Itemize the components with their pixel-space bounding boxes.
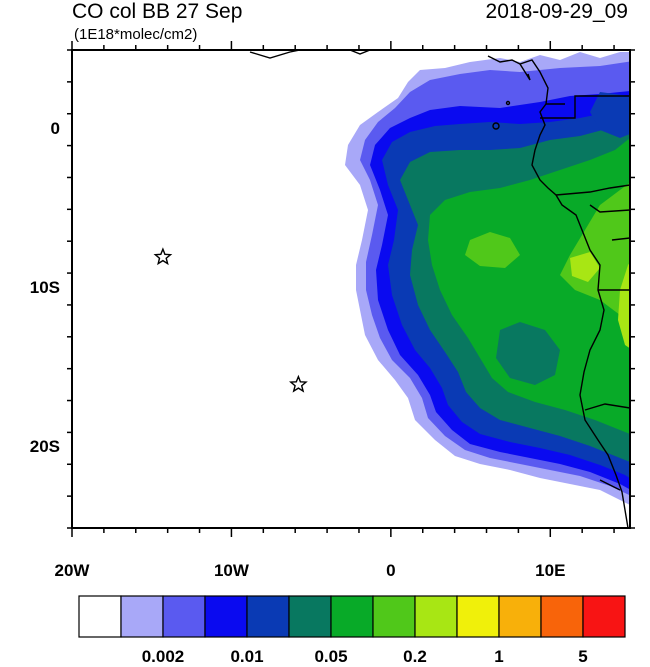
colorbar-tick-label: 1: [494, 647, 504, 666]
colorbar-tick-label: 0.01: [230, 647, 264, 666]
map-title: CO col BB 27 Sep: [72, 0, 243, 23]
colorbar-swatch: [288, 595, 332, 638]
plume-contour-lime: [618, 262, 630, 349]
plume-contour-darkblue: [590, 92, 630, 138]
colorbar-tick-label: 0.002: [141, 647, 185, 666]
colorbar-tick-label: 0.05: [314, 647, 348, 666]
lon-label: 0: [386, 561, 396, 580]
plume-field: [345, 52, 630, 505]
map-timestamp: 2018-09-29_09: [485, 0, 628, 23]
colorbar-swatch: [120, 595, 164, 638]
colorbar-swatch: [540, 595, 584, 638]
colorbar-swatch: [372, 595, 416, 638]
lat-label: 10S: [29, 278, 60, 297]
station-markers: [153, 247, 308, 393]
map-frame: [71, 49, 631, 529]
star-marker: [288, 374, 308, 393]
plume-contour-green: [428, 138, 630, 434]
colorbar-swatch: [204, 595, 248, 638]
lon-label: 10W: [213, 561, 249, 580]
colorbar-tick-label: 0.2: [403, 647, 427, 666]
lat-label: 0: [50, 118, 60, 138]
lat-label: 20S: [29, 437, 60, 457]
colorbar-swatch: [456, 595, 500, 638]
colorbar-swatch: [246, 595, 290, 638]
lon-label: 20W: [54, 561, 90, 580]
colorbar-swatch: [330, 595, 374, 638]
colorbar-swatch: [78, 595, 122, 638]
plume-contour-lime: [570, 252, 600, 282]
star-marker: [153, 247, 173, 266]
plume-contour-yellowgreen: [465, 232, 520, 268]
colorbar-swatch: [162, 595, 206, 638]
colorbar: [78, 595, 626, 638]
colorbar-tick-label: 5: [578, 647, 588, 666]
axis-ticks: [67, 41, 635, 537]
colorbar-swatch: [582, 595, 626, 638]
units-label: (1E18*molec/cm2): [74, 26, 198, 43]
colorbar-swatch: [414, 595, 458, 638]
lon-label: 10E: [535, 561, 566, 580]
plume-contour-teal: [496, 322, 560, 385]
colorbar-swatch: [498, 595, 542, 638]
